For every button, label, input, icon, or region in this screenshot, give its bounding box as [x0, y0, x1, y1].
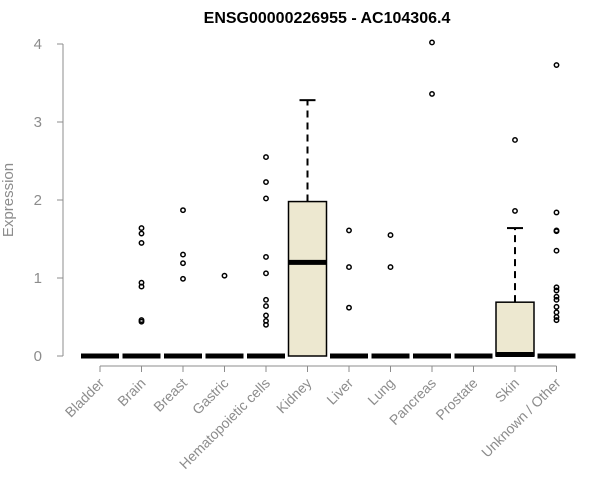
outlier-point [346, 304, 352, 311]
x-tick-label: Liver [323, 375, 356, 408]
outlier-point [553, 62, 560, 69]
y-tick-label: 1 [34, 270, 42, 287]
x-tick-label: Unknown / Other [478, 375, 564, 461]
outlier-point [429, 39, 435, 46]
outlier-point [429, 90, 435, 97]
outlier-point [263, 179, 269, 186]
x-tick-label: Breast [150, 375, 190, 415]
x-tick-label: Lung [364, 375, 397, 408]
chart-title: ENSG00000226955 - AC104306.4 [204, 10, 451, 27]
outlier-point [263, 270, 269, 277]
box-group [287, 99, 328, 357]
x-tick-label: Prostate [432, 375, 480, 423]
outlier-point [263, 154, 269, 161]
box-group [495, 136, 535, 357]
box-group [371, 232, 410, 359]
outlier-point [346, 227, 352, 234]
outlier-point [553, 209, 560, 216]
outlier-point [346, 264, 352, 271]
outlier-point [387, 264, 394, 271]
box-group [247, 154, 285, 359]
y-tick-label: 0 [34, 348, 42, 365]
box [495, 301, 535, 357]
outlier-point [553, 314, 560, 320]
outlier-point [138, 225, 145, 232]
box-group [537, 62, 576, 359]
box-group [413, 39, 451, 359]
outlier-point [263, 195, 269, 202]
box-group [330, 227, 368, 359]
y-axis-label: Expression [0, 163, 17, 237]
outlier-point [180, 207, 186, 214]
outlier-point [263, 253, 269, 260]
outlier-point [553, 293, 560, 300]
outlier-point [263, 312, 269, 319]
outlier-point [553, 284, 560, 291]
outlier-point [553, 317, 560, 324]
outlier-point [512, 207, 518, 214]
y-tick-label: 3 [34, 114, 42, 131]
outlier-point [512, 136, 518, 143]
outlier-point [138, 230, 145, 237]
outlier-point [553, 287, 560, 294]
x-tick-label: Skin [492, 375, 523, 406]
outlier-point [138, 283, 145, 290]
outlier-point [138, 318, 145, 325]
outlier-point [263, 321, 269, 328]
outlier-point [387, 232, 394, 239]
y-tick-label: 4 [34, 36, 42, 53]
outlier-point [180, 251, 186, 258]
outlier-point [553, 228, 560, 235]
plot-area [81, 39, 576, 359]
box-group [122, 225, 161, 359]
x-tick-label: Bladder [62, 375, 108, 421]
box-group [164, 207, 202, 359]
y-axis: 0 1 2 3 4 [34, 36, 64, 365]
box-group [205, 272, 244, 359]
outlier-point [553, 303, 560, 310]
outlier-point [263, 303, 269, 310]
outlier-point [138, 239, 145, 246]
outlier-point [553, 296, 560, 303]
box [287, 200, 328, 357]
outlier-point [221, 272, 228, 279]
x-tick-label: Brain [114, 375, 148, 409]
outlier-point [553, 309, 560, 316]
outlier-point [180, 260, 186, 267]
outlier-point [553, 247, 560, 254]
outlier-point [180, 275, 186, 282]
y-tick-label: 2 [34, 192, 42, 209]
x-tick-label: Kidney [273, 375, 315, 417]
outlier-point [263, 296, 269, 303]
